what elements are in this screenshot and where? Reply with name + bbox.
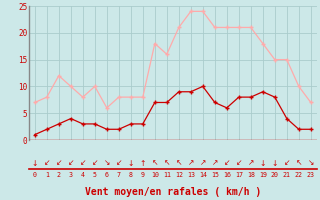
Text: ↙: ↙	[92, 158, 98, 168]
Text: ↖: ↖	[164, 158, 170, 168]
Text: ↓: ↓	[128, 158, 134, 168]
Text: 22: 22	[295, 172, 303, 178]
Text: 20: 20	[271, 172, 279, 178]
Text: ↙: ↙	[68, 158, 74, 168]
Text: 0: 0	[33, 172, 37, 178]
Text: 10: 10	[151, 172, 159, 178]
Text: ↖: ↖	[176, 158, 182, 168]
Text: 11: 11	[163, 172, 171, 178]
Text: 18: 18	[247, 172, 255, 178]
Text: 2: 2	[57, 172, 61, 178]
Text: ↓: ↓	[260, 158, 266, 168]
Text: 1: 1	[45, 172, 49, 178]
Text: ↗: ↗	[188, 158, 194, 168]
Text: ↘: ↘	[104, 158, 110, 168]
Text: ↘: ↘	[308, 158, 314, 168]
Text: ↗: ↗	[200, 158, 206, 168]
Text: 13: 13	[187, 172, 195, 178]
Text: ↖: ↖	[296, 158, 302, 168]
Text: 23: 23	[307, 172, 315, 178]
Text: ↙: ↙	[284, 158, 290, 168]
Text: ↙: ↙	[224, 158, 230, 168]
Text: ↙: ↙	[80, 158, 86, 168]
Text: 21: 21	[283, 172, 291, 178]
Text: 9: 9	[141, 172, 145, 178]
Text: Vent moyen/en rafales ( km/h ): Vent moyen/en rafales ( km/h )	[85, 187, 261, 197]
Text: 7: 7	[117, 172, 121, 178]
Text: 15: 15	[211, 172, 219, 178]
Text: ↑: ↑	[140, 158, 146, 168]
Text: 16: 16	[223, 172, 231, 178]
Text: ↖: ↖	[152, 158, 158, 168]
Text: ↓: ↓	[272, 158, 278, 168]
Text: ↙: ↙	[116, 158, 122, 168]
Text: 5: 5	[93, 172, 97, 178]
Text: ↙: ↙	[44, 158, 50, 168]
Text: ↙: ↙	[56, 158, 62, 168]
Text: 19: 19	[259, 172, 267, 178]
Text: 6: 6	[105, 172, 109, 178]
Text: 4: 4	[81, 172, 85, 178]
Text: 8: 8	[129, 172, 133, 178]
Text: ↗: ↗	[212, 158, 218, 168]
Text: 3: 3	[69, 172, 73, 178]
Text: ↗: ↗	[248, 158, 254, 168]
Text: ↓: ↓	[32, 158, 38, 168]
Text: ↙: ↙	[236, 158, 242, 168]
Text: 14: 14	[199, 172, 207, 178]
Text: 17: 17	[235, 172, 243, 178]
Text: 12: 12	[175, 172, 183, 178]
